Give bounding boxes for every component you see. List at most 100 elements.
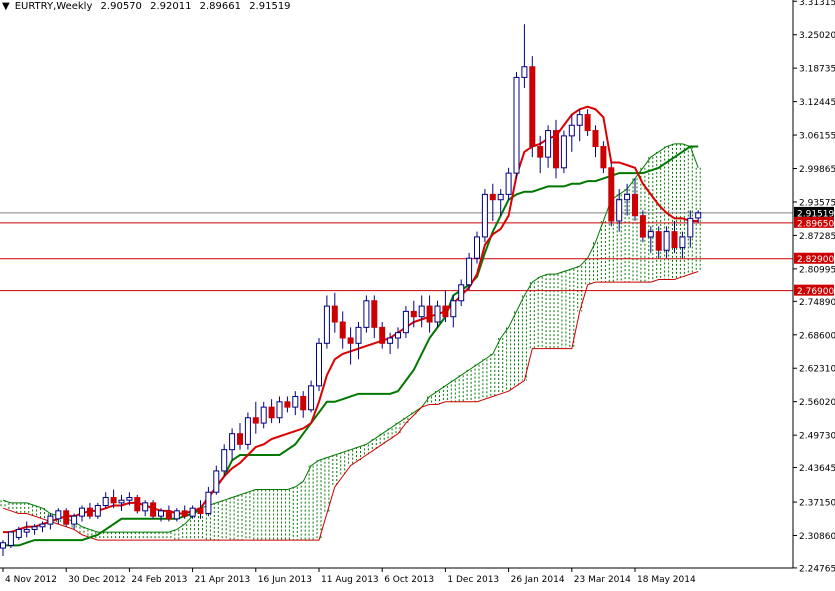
x-tick-label: 4 Nov 2012	[5, 575, 57, 585]
bullish-candle	[402, 306, 409, 338]
y-tick-label: 2.43645	[799, 464, 835, 474]
candle-body	[339, 321, 346, 339]
bullish-candle	[79, 505, 85, 522]
candle-body	[221, 449, 228, 472]
bullish-candle	[387, 332, 394, 354]
candle-body	[323, 305, 330, 344]
candle-body	[47, 515, 54, 525]
bullish-candle	[513, 72, 520, 179]
bullish-candle	[55, 508, 62, 525]
candle-body	[347, 337, 354, 344]
senkou-span-b-line	[2, 271, 699, 541]
bearish-candle	[592, 125, 599, 158]
bullish-candle	[323, 295, 330, 349]
bullish-candle	[560, 130, 567, 174]
candle-body	[31, 526, 38, 530]
candle-body	[521, 66, 528, 78]
candle-body	[79, 507, 85, 517]
candle-body	[316, 342, 322, 387]
candle-body	[505, 172, 512, 195]
bullish-candle	[497, 189, 504, 216]
candle-body	[608, 167, 615, 222]
y-tick-label: 2.99865	[799, 165, 835, 175]
candle-body	[102, 497, 109, 507]
candle-body	[268, 406, 275, 419]
y-tick-label: 3.12445	[799, 98, 835, 108]
bearish-candle	[489, 183, 496, 221]
low-value: 2.89661	[199, 1, 241, 12]
bullish-candle	[679, 231, 686, 259]
bullish-candle	[395, 327, 401, 349]
x-tick-label: 18 May 2014	[637, 575, 696, 585]
level-price-label: 2.82900	[794, 252, 834, 265]
level-price-label: 2.89650	[794, 216, 834, 229]
open-value: 2.90570	[100, 1, 142, 12]
y-tick-label: 2.87285	[799, 232, 835, 242]
y-tick-label: 2.49730	[799, 432, 835, 442]
bullish-candle	[474, 231, 480, 264]
bearish-candle	[553, 119, 559, 179]
candle-body	[260, 406, 267, 424]
candle-body	[639, 215, 646, 238]
candle-body	[553, 130, 559, 169]
candle-body	[489, 193, 496, 201]
candle-body	[213, 470, 220, 493]
x-tick-label: 30 Dec 2012	[68, 575, 126, 585]
candle-body	[545, 130, 552, 158]
candle-body	[142, 502, 149, 512]
bearish-candle	[134, 494, 141, 514]
bearish-candle	[632, 178, 638, 221]
candle-body	[671, 231, 678, 249]
candle-body	[442, 305, 449, 318]
kijun-sen-line	[3, 145, 699, 547]
candle-body	[276, 401, 283, 419]
candle-body	[663, 231, 670, 251]
bullish-candle	[276, 396, 283, 424]
senkou-span-a-line	[2, 143, 699, 533]
level-price-label: 2.91519	[794, 206, 834, 219]
level-label-text: 2.82900	[797, 255, 834, 265]
bullish-candle	[568, 114, 575, 152]
y-tick-label: 3.06155	[799, 132, 835, 142]
candle-body	[363, 300, 370, 328]
candle-body	[86, 507, 93, 517]
bullish-candle	[434, 300, 441, 328]
candle-body	[537, 146, 544, 158]
bearish-candle	[371, 295, 378, 338]
symbol-timeframe-label: EURTRY,Weekly	[14, 1, 93, 12]
bearish-candle	[339, 311, 346, 349]
high-value: 2.92011	[150, 1, 192, 12]
candle-body	[426, 305, 433, 323]
candle-body	[655, 231, 662, 251]
bearish-candle	[600, 141, 607, 174]
candle-body	[560, 135, 567, 169]
candle-body	[331, 305, 338, 323]
bearish-candle	[331, 292, 338, 333]
candle-body	[94, 505, 101, 517]
bullish-candle	[126, 492, 133, 506]
bullish-candle	[418, 295, 425, 328]
y-tick-label: 2.68600	[799, 331, 835, 341]
y-tick-label: 2.62310	[799, 365, 835, 375]
x-tick-label: 11 Aug 2013	[321, 575, 379, 585]
level-label-background	[794, 284, 834, 296]
bullish-candle	[229, 428, 236, 461]
bullish-candle	[15, 526, 22, 541]
candle-body	[568, 124, 575, 137]
bullish-candle	[118, 494, 125, 511]
bearish-candle	[110, 489, 117, 509]
candle-body	[118, 499, 125, 504]
candle-body	[576, 114, 583, 126]
candle-body	[284, 401, 291, 408]
candle-body	[158, 510, 164, 517]
bearish-candle	[165, 505, 172, 522]
candle-body	[7, 531, 14, 546]
level-label-background	[794, 216, 834, 228]
bullish-candle	[316, 337, 322, 392]
level-label-background	[794, 252, 834, 264]
bullish-candle	[481, 189, 488, 243]
collapse-arrow-icon[interactable]: ▼	[2, 1, 10, 12]
